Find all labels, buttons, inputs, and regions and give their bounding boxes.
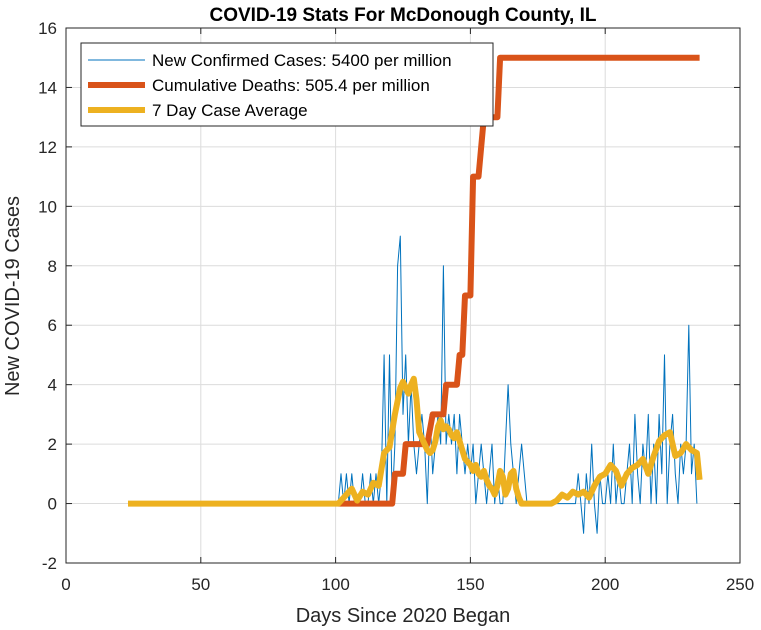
y-tick-label: 8 bbox=[48, 257, 57, 276]
x-axis-title: Days Since 2020 Began bbox=[296, 605, 511, 627]
chart-title: COVID-19 Stats For McDonough County, IL bbox=[209, 5, 596, 26]
x-tick-label: 200 bbox=[591, 575, 619, 594]
y-tick-label: -2 bbox=[42, 554, 57, 573]
y-tick-label: 16 bbox=[38, 19, 57, 38]
x-tick-label: 150 bbox=[456, 575, 484, 594]
y-tick-label: 2 bbox=[48, 435, 57, 454]
y-tick-label: 0 bbox=[48, 495, 57, 514]
x-tick-label: 250 bbox=[726, 575, 754, 594]
legend-label-new-cases: New Confirmed Cases: 5400 per million bbox=[152, 51, 452, 70]
series-line-7-day-average bbox=[128, 375, 703, 507]
y-tick-label: 10 bbox=[38, 197, 57, 216]
x-tick-label: 50 bbox=[191, 575, 210, 594]
legend-label-cumulative-deaths: Cumulative Deaths: 505.4 per million bbox=[152, 76, 430, 95]
x-tick-label: 0 bbox=[61, 575, 70, 594]
y-tick-label: 14 bbox=[38, 78, 57, 97]
plot-series bbox=[128, 54, 703, 534]
plot-frame bbox=[65, 27, 741, 564]
series-line-new-cases bbox=[335, 235, 698, 534]
y-tick-label: 4 bbox=[48, 376, 57, 395]
legend-label-7-day-average: 7 Day Case Average bbox=[152, 101, 308, 120]
x-tick-label: 100 bbox=[321, 575, 349, 594]
legend-box bbox=[80, 42, 494, 127]
y-tick-label: 12 bbox=[38, 138, 57, 157]
y-axis-title: New COVID-19 Cases bbox=[2, 196, 24, 396]
legend: New Confirmed Cases: 5400 per million Cu… bbox=[80, 42, 494, 127]
y-tick-label: 6 bbox=[48, 316, 57, 335]
